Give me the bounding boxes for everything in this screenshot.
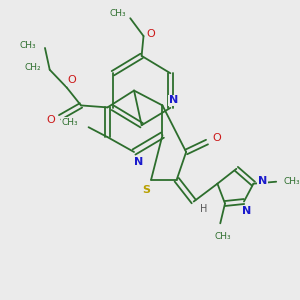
Text: H: H <box>200 204 207 214</box>
Text: CH₃: CH₃ <box>283 177 300 186</box>
Text: N: N <box>134 157 143 167</box>
Text: CH₃: CH₃ <box>215 232 231 241</box>
Text: O: O <box>46 115 55 125</box>
Text: O: O <box>67 75 76 85</box>
Text: N: N <box>169 95 178 106</box>
Text: CH₂: CH₂ <box>24 63 41 72</box>
Text: CH₃: CH₃ <box>61 118 78 127</box>
Text: O: O <box>147 29 155 39</box>
Text: O: O <box>212 133 221 143</box>
Text: N: N <box>258 176 268 186</box>
Text: CH₃: CH₃ <box>20 41 36 50</box>
Text: N: N <box>242 206 251 216</box>
Text: S: S <box>142 184 150 195</box>
Text: CH₃: CH₃ <box>110 9 126 18</box>
